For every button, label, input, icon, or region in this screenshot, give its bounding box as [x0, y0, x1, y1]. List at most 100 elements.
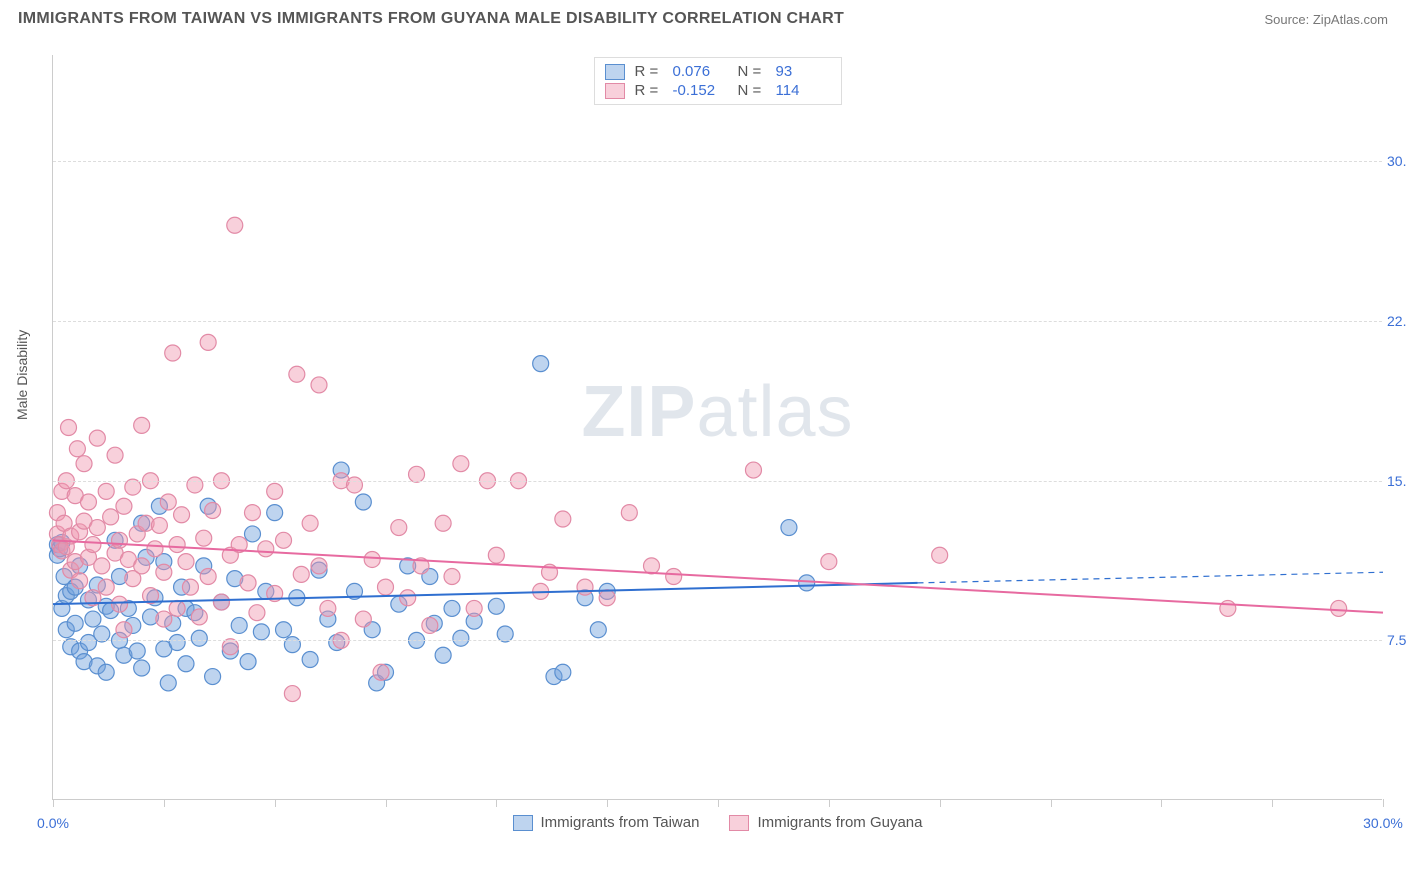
- scatter-point-taiwan: [129, 643, 145, 659]
- scatter-point-guyana: [1220, 600, 1236, 616]
- source-label: Source: ZipAtlas.com: [1264, 12, 1388, 27]
- scatter-point-guyana: [240, 575, 256, 591]
- x-tick: [496, 799, 497, 807]
- scatter-point-guyana: [85, 537, 101, 553]
- chart-header: IMMIGRANTS FROM TAIWAN VS IMMIGRANTS FRO…: [0, 0, 1406, 34]
- scatter-point-taiwan: [444, 600, 460, 616]
- scatter-point-guyana: [400, 590, 416, 606]
- legend-correlation-box: R = 0.076 N = 93 R = -0.152 N = 114: [594, 57, 842, 105]
- scatter-point-taiwan: [134, 660, 150, 676]
- scatter-point-guyana: [196, 530, 212, 546]
- scatter-point-guyana: [227, 217, 243, 233]
- scatter-point-guyana: [422, 617, 438, 633]
- x-tick: [829, 799, 830, 807]
- scatter-point-guyana: [391, 520, 407, 536]
- scatter-point-guyana: [112, 596, 128, 612]
- scatter-svg: [53, 55, 1382, 799]
- scatter-point-taiwan: [435, 647, 451, 663]
- gridline-h: [53, 640, 1382, 641]
- scatter-point-guyana: [302, 515, 318, 531]
- scatter-point-guyana: [488, 547, 504, 563]
- x-tick: [386, 799, 387, 807]
- scatter-point-taiwan: [590, 622, 606, 638]
- scatter-point-taiwan: [98, 664, 114, 680]
- scatter-point-taiwan: [67, 615, 83, 631]
- scatter-point-guyana: [156, 611, 172, 627]
- legend-item-guyana: Immigrants from Guyana: [729, 814, 922, 831]
- trend-line-dashed-taiwan: [918, 572, 1384, 583]
- scatter-point-guyana: [213, 594, 229, 610]
- x-tick: [718, 799, 719, 807]
- x-tick-label: 30.0%: [1363, 815, 1403, 831]
- scatter-point-guyana: [72, 573, 88, 589]
- scatter-point-guyana: [346, 477, 362, 493]
- legend-label-guyana: Immigrants from Guyana: [757, 814, 922, 831]
- gridline-h: [53, 161, 1382, 162]
- scatter-point-guyana: [112, 532, 128, 548]
- scatter-point-guyana: [311, 377, 327, 393]
- scatter-point-guyana: [245, 505, 261, 521]
- chart-title: IMMIGRANTS FROM TAIWAN VS IMMIGRANTS FRO…: [18, 10, 844, 28]
- scatter-point-taiwan: [302, 652, 318, 668]
- legend-row-taiwan: R = 0.076 N = 93: [605, 62, 831, 81]
- scatter-point-guyana: [98, 483, 114, 499]
- scatter-point-guyana: [116, 622, 132, 638]
- scatter-point-guyana: [378, 579, 394, 595]
- x-tick: [164, 799, 165, 807]
- scatter-point-guyana: [205, 503, 221, 519]
- scatter-point-guyana: [200, 569, 216, 585]
- scatter-point-guyana: [160, 494, 176, 510]
- scatter-point-guyana: [182, 579, 198, 595]
- scatter-point-taiwan: [799, 575, 815, 591]
- y-tick-label: 15.0%: [1387, 473, 1406, 489]
- legend-bottom: Immigrants from Taiwan Immigrants from G…: [513, 814, 923, 831]
- n-label: N =: [738, 63, 766, 80]
- scatter-point-guyana: [577, 579, 593, 595]
- swatch-guyana-bottom: [729, 815, 749, 831]
- scatter-point-taiwan: [205, 669, 221, 685]
- x-tick: [940, 799, 941, 807]
- scatter-point-taiwan: [191, 630, 207, 646]
- scatter-point-guyana: [116, 498, 132, 514]
- x-tick: [1051, 799, 1052, 807]
- scatter-point-guyana: [821, 554, 837, 570]
- x-tick: [1272, 799, 1273, 807]
- r-value-guyana: -0.152: [673, 82, 728, 99]
- scatter-point-taiwan: [267, 505, 283, 521]
- scatter-point-taiwan: [284, 637, 300, 653]
- gridline-h: [53, 321, 1382, 322]
- r-label: R =: [635, 82, 663, 99]
- scatter-point-taiwan: [240, 654, 256, 670]
- scatter-point-taiwan: [555, 664, 571, 680]
- scatter-point-guyana: [644, 558, 660, 574]
- scatter-point-guyana: [94, 558, 110, 574]
- scatter-point-taiwan: [453, 630, 469, 646]
- scatter-point-guyana: [165, 345, 181, 361]
- swatch-taiwan: [605, 64, 625, 80]
- scatter-point-guyana: [364, 551, 380, 567]
- chart-plot-area: ZIPatlas R = 0.076 N = 93 R = -0.152 N =…: [52, 55, 1382, 800]
- scatter-point-guyana: [355, 611, 371, 627]
- y-tick-label: 22.5%: [1387, 313, 1406, 329]
- gridline-h: [53, 481, 1382, 482]
- legend-label-taiwan: Immigrants from Taiwan: [541, 814, 700, 831]
- scatter-point-guyana: [169, 537, 185, 553]
- scatter-point-taiwan: [355, 494, 371, 510]
- scatter-point-guyana: [293, 566, 309, 582]
- scatter-point-guyana: [435, 515, 451, 531]
- scatter-point-guyana: [745, 462, 761, 478]
- scatter-point-guyana: [1331, 600, 1347, 616]
- scatter-point-guyana: [80, 494, 96, 510]
- r-label: R =: [635, 63, 663, 80]
- scatter-point-guyana: [103, 509, 119, 525]
- scatter-point-guyana: [76, 456, 92, 472]
- scatter-point-guyana: [320, 600, 336, 616]
- scatter-point-taiwan: [533, 356, 549, 372]
- scatter-point-guyana: [276, 532, 292, 548]
- scatter-point-guyana: [107, 447, 123, 463]
- x-tick: [607, 799, 608, 807]
- scatter-point-guyana: [134, 558, 150, 574]
- x-tick: [275, 799, 276, 807]
- scatter-point-guyana: [621, 505, 637, 521]
- n-label: N =: [738, 82, 766, 99]
